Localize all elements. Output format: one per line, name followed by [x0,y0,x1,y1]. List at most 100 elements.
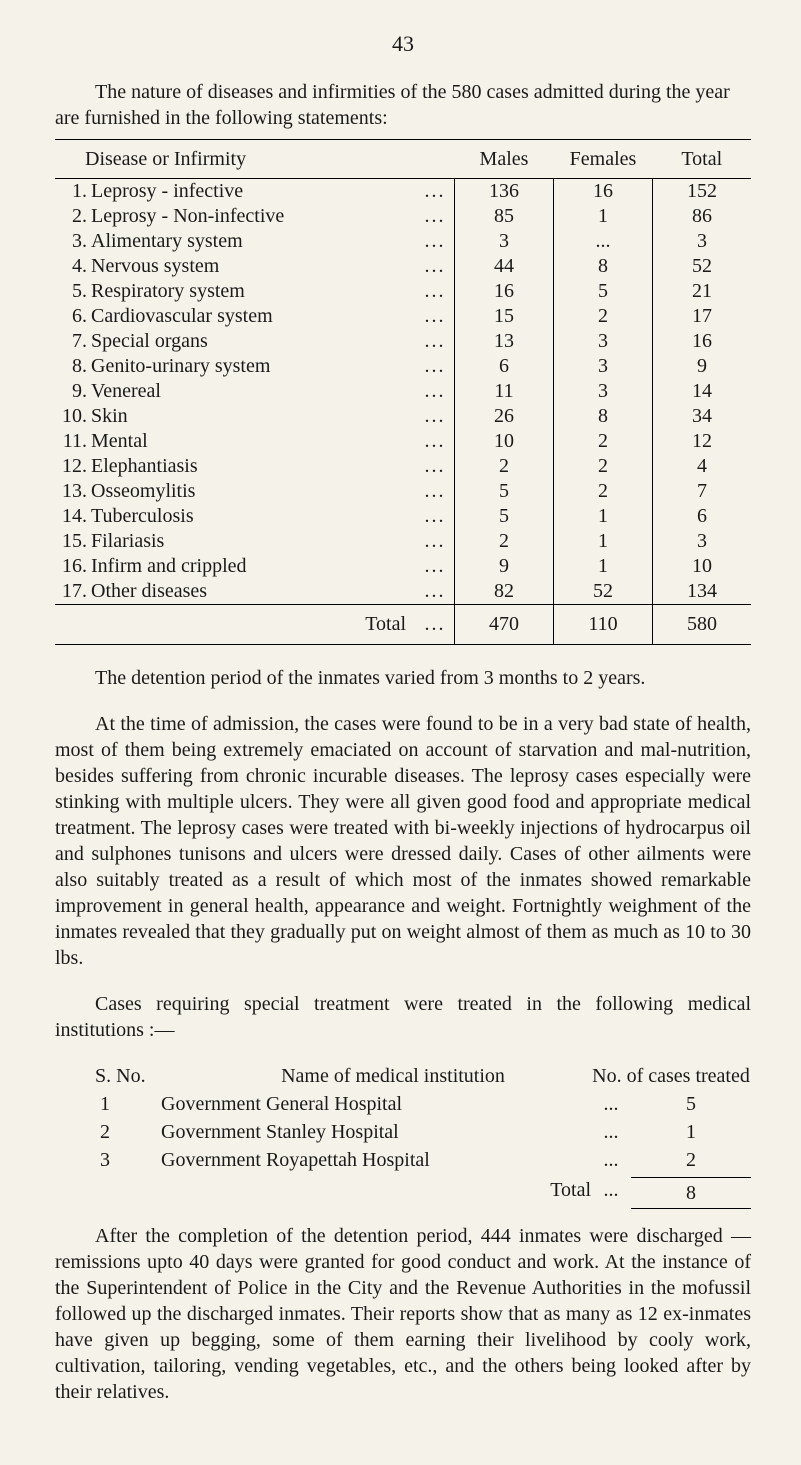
row-females: 1 [554,204,653,229]
row-name: Venereal [87,379,416,404]
row-total: 14 [653,379,752,404]
table-row: 13.Osseomylitis...527 [55,479,751,504]
row-total: 86 [653,204,752,229]
row-males: 15 [455,304,554,329]
total-males: 470 [455,604,554,644]
table-row: 1.Leprosy - infective...13616152 [55,178,751,204]
row-total: 12 [653,429,752,454]
detention-paragraph: The detention period of the inmates vari… [55,665,751,691]
total-total: 580 [653,604,752,644]
row-number: 15. [55,529,87,554]
cases-paragraph: Cases requiring special treatment were t… [55,991,751,1043]
inst-row: 2Government Stanley Hospital...1 [55,1119,751,1145]
table-row: 11.Mental...10212 [55,429,751,454]
inst-row-value: 1 [631,1119,751,1145]
row-name: Genito-urinary system [87,354,416,379]
inst-total-row: Total ... 8 [55,1177,751,1209]
table-row: 15.Filariasis...213 [55,529,751,554]
inst-row-name: Government Royapettah Hospital [155,1147,591,1173]
inst-row-number: 3 [55,1147,155,1173]
row-number: 6. [55,304,87,329]
page-number: 43 [55,30,751,59]
total-females: 110 [554,604,653,644]
table-row: 12.Elephantiasis...224 [55,454,751,479]
row-name: Skin [87,404,416,429]
row-name: Mental [87,429,416,454]
inst-header-name: Name of medical institution [195,1063,591,1089]
row-females: 3 [554,354,653,379]
row-number: 9. [55,379,87,404]
row-name: Cardiovascular system [87,304,416,329]
row-males: 26 [455,404,554,429]
row-name: Leprosy - Non-infective [87,204,416,229]
row-dots: ... [416,279,455,304]
row-females: ... [554,229,653,254]
row-males: 82 [455,579,554,605]
row-dots: ... [416,579,455,605]
table-total-row: Total...470110580 [55,604,751,644]
row-total: 152 [653,178,752,204]
row-total: 6 [653,504,752,529]
inst-row: 3Government Royapettah Hospital...2 [55,1147,751,1173]
header-total: Total [653,139,752,178]
row-total: 16 [653,329,752,354]
row-number: 10. [55,404,87,429]
row-females: 5 [554,279,653,304]
row-number: 1. [55,178,87,204]
table-row: 10.Skin...26834 [55,404,751,429]
row-males: 44 [455,254,554,279]
inst-row-dots: ... [591,1091,631,1117]
row-females: 52 [554,579,653,605]
table-row: 9.Venereal...11314 [55,379,751,404]
row-females: 2 [554,479,653,504]
row-dots: ... [416,354,455,379]
row-dots: ... [416,254,455,279]
row-number: 16. [55,554,87,579]
row-number: 7. [55,329,87,354]
row-name: Infirm and crippled [87,554,416,579]
row-total: 7 [653,479,752,504]
row-females: 1 [554,529,653,554]
header-females: Females [554,139,653,178]
table-row: 5.Respiratory system...16521 [55,279,751,304]
table-row: 14.Tuberculosis...516 [55,504,751,529]
row-males: 9 [455,554,554,579]
row-males: 85 [455,204,554,229]
row-total: 9 [653,354,752,379]
table-row: 2.Leprosy - Non-infective...85186 [55,204,751,229]
row-males: 136 [455,178,554,204]
row-males: 5 [455,479,554,504]
row-name: Leprosy - infective [87,178,416,204]
row-total: 21 [653,279,752,304]
header-disease: Disease or Infirmity [55,139,455,178]
inst-header-sno: S. No. [55,1063,195,1089]
row-number: 4. [55,254,87,279]
inst-row-dots: ... [591,1147,631,1173]
row-females: 1 [554,504,653,529]
row-females: 16 [554,178,653,204]
intro-paragraph: The nature of diseases and infirmities o… [55,79,751,131]
row-dots: ... [416,229,455,254]
row-females: 2 [554,454,653,479]
inst-row-value: 2 [631,1147,751,1173]
table-header-row: Disease or Infirmity Males Females Total [55,139,751,178]
row-dots: ... [416,404,455,429]
disease-table: Disease or Infirmity Males Females Total… [55,139,751,645]
table-row: 4.Nervous system...44852 [55,254,751,279]
row-males: 11 [455,379,554,404]
inst-header-count: No. of cases treated [591,1063,751,1089]
row-name: Filariasis [87,529,416,554]
row-females: 1 [554,554,653,579]
row-dots: ... [416,504,455,529]
row-dots: ... [416,204,455,229]
row-dots: ... [416,178,455,204]
row-name: Other diseases [87,579,416,605]
row-dots: ... [416,304,455,329]
row-females: 3 [554,329,653,354]
row-males: 5 [455,504,554,529]
inst-row-dots: ... [591,1119,631,1145]
inst-row-value: 5 [631,1091,751,1117]
row-number: 17. [55,579,87,605]
row-males: 13 [455,329,554,354]
row-dots: ... [416,429,455,454]
